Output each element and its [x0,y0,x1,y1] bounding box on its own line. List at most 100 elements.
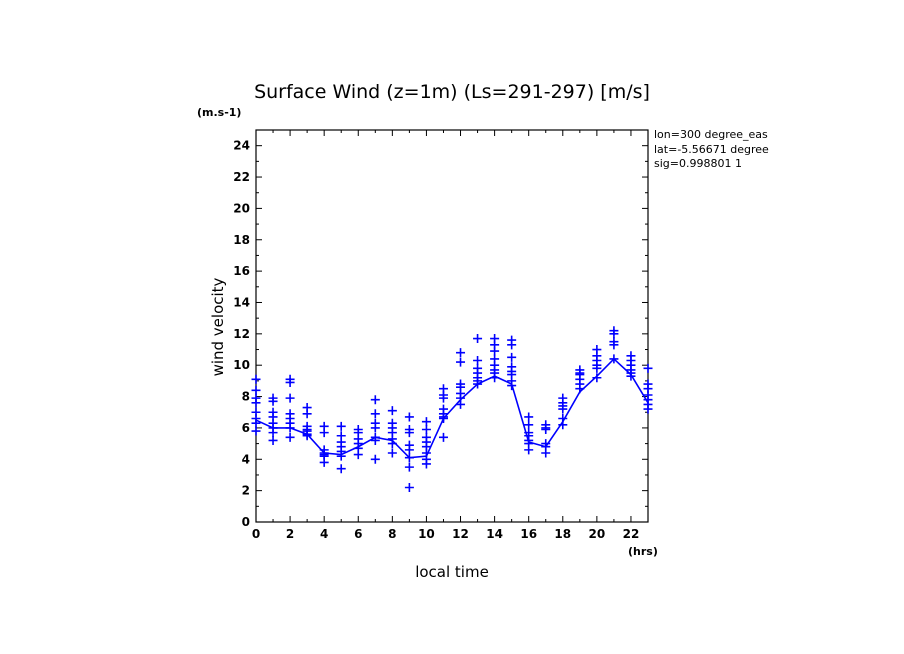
scatter-point [404,462,414,472]
scatter-point [404,428,414,438]
scatter-point [609,354,619,364]
x-tick-label: 14 [486,527,503,541]
scatter-point [319,428,329,438]
scatter-point [336,451,346,461]
x-unit-label: (hrs) [628,545,658,558]
x-tick-label: 16 [520,527,537,541]
scatter-point [438,432,448,442]
scatter-point [609,329,619,339]
scatter-point [438,414,448,424]
scatter-point [336,421,346,431]
scatter-point [302,409,312,419]
scatter-point [387,439,397,449]
scatter-point [473,379,483,389]
data-layer [251,326,653,493]
scatter-point [251,418,261,428]
scatter-point [507,381,517,391]
info-sig: sig=0.998801 1 [654,157,742,170]
scatter-point [456,357,466,367]
scatter-point [302,431,312,441]
y-tick-label: 20 [233,201,250,215]
scatter-point [251,398,261,408]
scatter-point [370,395,380,405]
scatter-point [251,374,261,384]
info-lat: lat=-5.56671 degree [654,143,769,156]
scatter-point [268,428,278,438]
x-tick-label: 4 [320,527,328,541]
x-tick-label: 8 [388,527,396,541]
x-tick-label: 0 [252,527,260,541]
info-block: lon=300 degree_eas lat=-5.56671 degree s… [654,128,769,170]
scatter-point [319,457,329,467]
scatter-point [268,435,278,445]
chart-title: Surface Wind (z=1m) (Ls=291-297) [m/s] [254,81,650,103]
scatter-point [370,435,380,445]
scatter-point [285,377,295,387]
scatter-point [370,454,380,464]
x-tick-label: 18 [554,527,571,541]
scatter-point [507,352,517,362]
y-tick-label: 14 [233,295,250,309]
scatter-point [524,412,534,422]
scatter-point [626,371,636,381]
y-tick-label: 8 [242,390,250,404]
x-tick-label: 20 [589,527,606,541]
plot-frame [255,129,649,523]
scatter-point [404,445,414,455]
scatter-point [473,355,483,365]
scatter-point [609,340,619,350]
info-lon: lon=300 degree_eas [654,128,768,141]
scatter-point [592,373,602,383]
scatter-point [575,384,585,394]
scatter-point [541,424,551,434]
scatter-point [558,420,568,430]
scatter-point [251,385,261,395]
scatter-point [421,417,431,427]
y-tick-label: 16 [233,264,250,278]
scatter-point [524,420,534,430]
scatter-point [404,453,414,463]
scatter-point [490,346,500,356]
y-tick-label: 4 [242,452,250,466]
x-tick-label: 22 [623,527,640,541]
scatter-point [541,448,551,458]
scatter-point [336,464,346,474]
scatter-point [285,423,295,433]
x-tick-label: 6 [354,527,362,541]
scatter-point [456,348,466,358]
scatter-point [421,424,431,434]
scatter-point [421,459,431,469]
x-axis-label: local time [415,563,489,581]
scatter-point [285,393,295,403]
scatter-point [387,406,397,416]
y-tick-label: 24 [233,139,250,153]
scatter-point [507,340,517,350]
y-tick-label: 10 [233,358,250,372]
mean-line [255,357,649,459]
scatter-point [524,445,534,455]
y-tick-label: 6 [242,421,250,435]
y-tick-label: 18 [233,233,250,247]
x-tick-label: 2 [286,527,294,541]
scatter-point [370,423,380,433]
x-tick-label: 10 [418,527,435,541]
scatter-point [592,363,602,373]
scatter-point [353,450,363,460]
scatter-point [490,373,500,383]
scatter-point [473,334,483,344]
scatter-point [370,409,380,419]
scatter-point [456,399,466,409]
y-unit-label: (m.s-1) [197,106,241,119]
scatter-point [558,404,568,414]
scatter-point [643,363,653,373]
scatter-point [387,448,397,458]
scatter-point [251,426,261,436]
y-axis-label: wind velocity [209,277,227,376]
y-tick-label: 2 [242,484,250,498]
scatter-point [404,483,414,493]
y-tick-label: 22 [233,170,250,184]
scatter-point [643,404,653,414]
y-tick-label: 12 [233,327,250,341]
